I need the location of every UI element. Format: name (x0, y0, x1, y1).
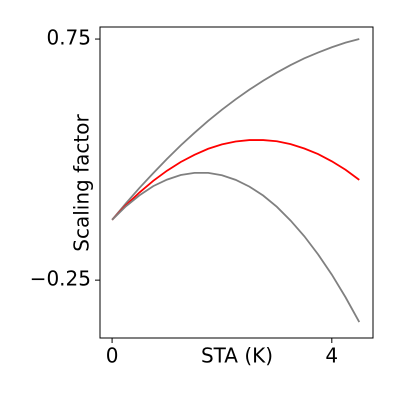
y-axis-label: Scaling factor (70, 114, 94, 252)
line-series (111, 38, 360, 221)
x-tick-label: 4 (325, 344, 338, 368)
plot-frame (99, 26, 374, 339)
x-axis-label: STA (K) (201, 344, 273, 368)
y-tick-label: −0.25 (30, 267, 91, 291)
line-series (111, 139, 360, 221)
y-tick-label: 0.75 (46, 26, 91, 50)
line-series (111, 171, 361, 323)
x-tick-label: 0 (106, 344, 119, 368)
